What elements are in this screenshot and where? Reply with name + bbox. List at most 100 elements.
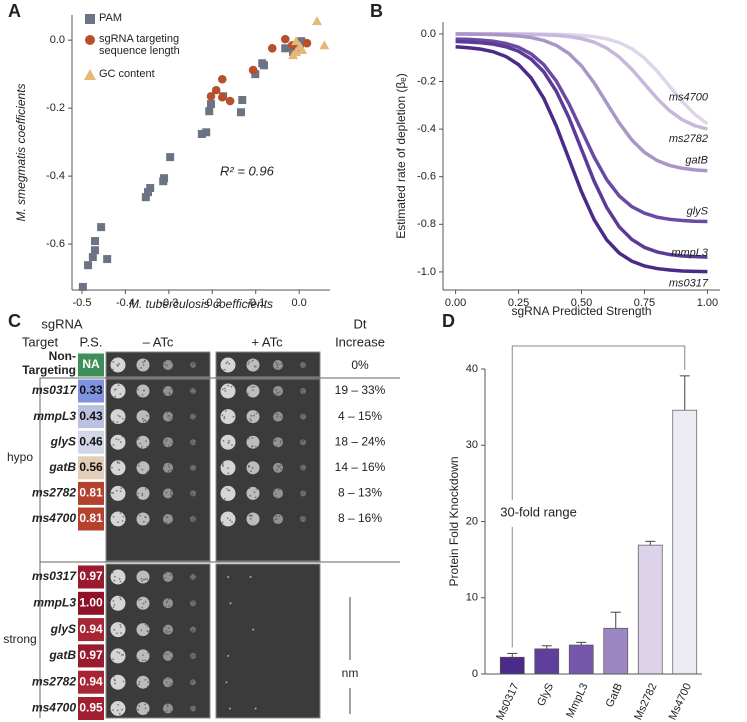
target-name: ms2782	[32, 486, 76, 500]
colony-speck	[146, 625, 149, 628]
colony-speck	[112, 658, 115, 661]
colony-speck	[248, 514, 251, 517]
line	[455, 39, 708, 259]
point	[280, 34, 290, 44]
colony-spot	[246, 512, 260, 526]
colony-speck	[253, 414, 255, 417]
colony-speck	[112, 709, 114, 711]
point	[267, 44, 277, 53]
colony-speck	[191, 600, 194, 603]
colony-speck	[190, 707, 193, 710]
column-header: + ATc	[251, 334, 283, 349]
colony-spot	[110, 648, 126, 664]
point	[197, 129, 206, 138]
colony-speck	[301, 465, 304, 468]
colony-speck	[113, 678, 116, 681]
colony-spot	[110, 434, 126, 450]
colony-speck	[121, 708, 123, 711]
colony-spot	[136, 410, 150, 424]
colony-speck	[112, 420, 115, 423]
ps-value: 0.94	[79, 622, 103, 636]
ps-value: 0.81	[79, 511, 103, 525]
colony-speck	[164, 678, 167, 680]
colony-speck	[143, 360, 146, 363]
colony-speck	[137, 438, 140, 441]
colony-speck	[300, 467, 303, 470]
point	[238, 95, 247, 104]
colony-speck	[251, 359, 254, 362]
target-name: ms4700	[32, 701, 76, 715]
dt-value: 14 – 16%	[335, 460, 386, 474]
ps-cell	[78, 644, 104, 668]
colony-speck	[121, 435, 124, 438]
colony-speck	[275, 468, 278, 471]
target-name: mmpL3	[33, 409, 76, 423]
colony-spot	[136, 675, 150, 689]
target-name: gatB	[48, 460, 76, 474]
colony-speck	[273, 488, 276, 491]
point	[281, 44, 290, 53]
series-label: ms0317	[669, 278, 709, 290]
colony-speck	[147, 685, 149, 688]
annotation: 30-fold range	[500, 504, 577, 519]
colony-speck	[141, 579, 143, 582]
ps-value: 0.81	[79, 486, 103, 500]
colony-speck	[164, 443, 166, 445]
colony-speck	[144, 578, 147, 581]
colony-speck	[116, 364, 119, 366]
colony-speck	[226, 517, 229, 520]
colony-speck	[145, 472, 148, 474]
colony-spot	[136, 702, 150, 715]
y-tick-label: 30	[466, 439, 478, 451]
ps-value: 0.33	[79, 383, 103, 397]
colony-speck	[225, 681, 228, 684]
colony-speck	[144, 623, 147, 626]
colony-speck	[141, 659, 144, 662]
ps-cell	[78, 565, 104, 589]
colony-speck	[118, 462, 121, 464]
colony-speck	[252, 628, 255, 631]
colony-speck	[146, 522, 149, 524]
colony-speck	[116, 460, 119, 463]
panel-label: B	[370, 1, 383, 21]
colony-speck	[147, 681, 149, 683]
colony-speck	[119, 441, 122, 444]
colony-speck	[275, 496, 278, 499]
colony-speck	[223, 497, 226, 500]
colony-speck	[222, 439, 225, 442]
ps-cell	[78, 697, 104, 720]
point	[97, 223, 106, 232]
colony-speck	[191, 652, 193, 655]
target-name: ms0317	[32, 569, 77, 583]
y-tick-label: -0.8	[417, 218, 436, 230]
point	[103, 255, 112, 264]
colony-speck	[191, 679, 194, 682]
colony-speck	[250, 414, 253, 417]
colony-speck	[169, 417, 171, 420]
colony-speck	[170, 657, 173, 659]
bar	[499, 656, 525, 675]
colony-speck	[140, 445, 143, 448]
colony-speck	[142, 520, 145, 523]
colony-speck	[232, 513, 235, 516]
colony-speck	[221, 498, 223, 501]
colony-speck	[192, 467, 195, 470]
colony-speck	[254, 496, 257, 499]
colony-speck	[280, 416, 283, 419]
colony-speck	[223, 368, 226, 371]
colony-speck	[117, 414, 120, 417]
colony-speck	[141, 606, 144, 609]
colony-speck	[226, 360, 229, 363]
column-header: Dt	[354, 316, 367, 331]
colony-speck	[138, 683, 140, 686]
column-header: – ATc	[143, 334, 174, 349]
colony-speck	[167, 445, 170, 447]
point	[206, 91, 216, 101]
colony-speck	[121, 520, 124, 522]
colony-speck	[227, 472, 230, 475]
colony-speck	[164, 392, 166, 395]
x-tick-label: 0.0	[292, 297, 307, 309]
colony-speck	[227, 576, 230, 578]
colony-spot	[110, 622, 126, 638]
colony-speck	[227, 467, 229, 470]
